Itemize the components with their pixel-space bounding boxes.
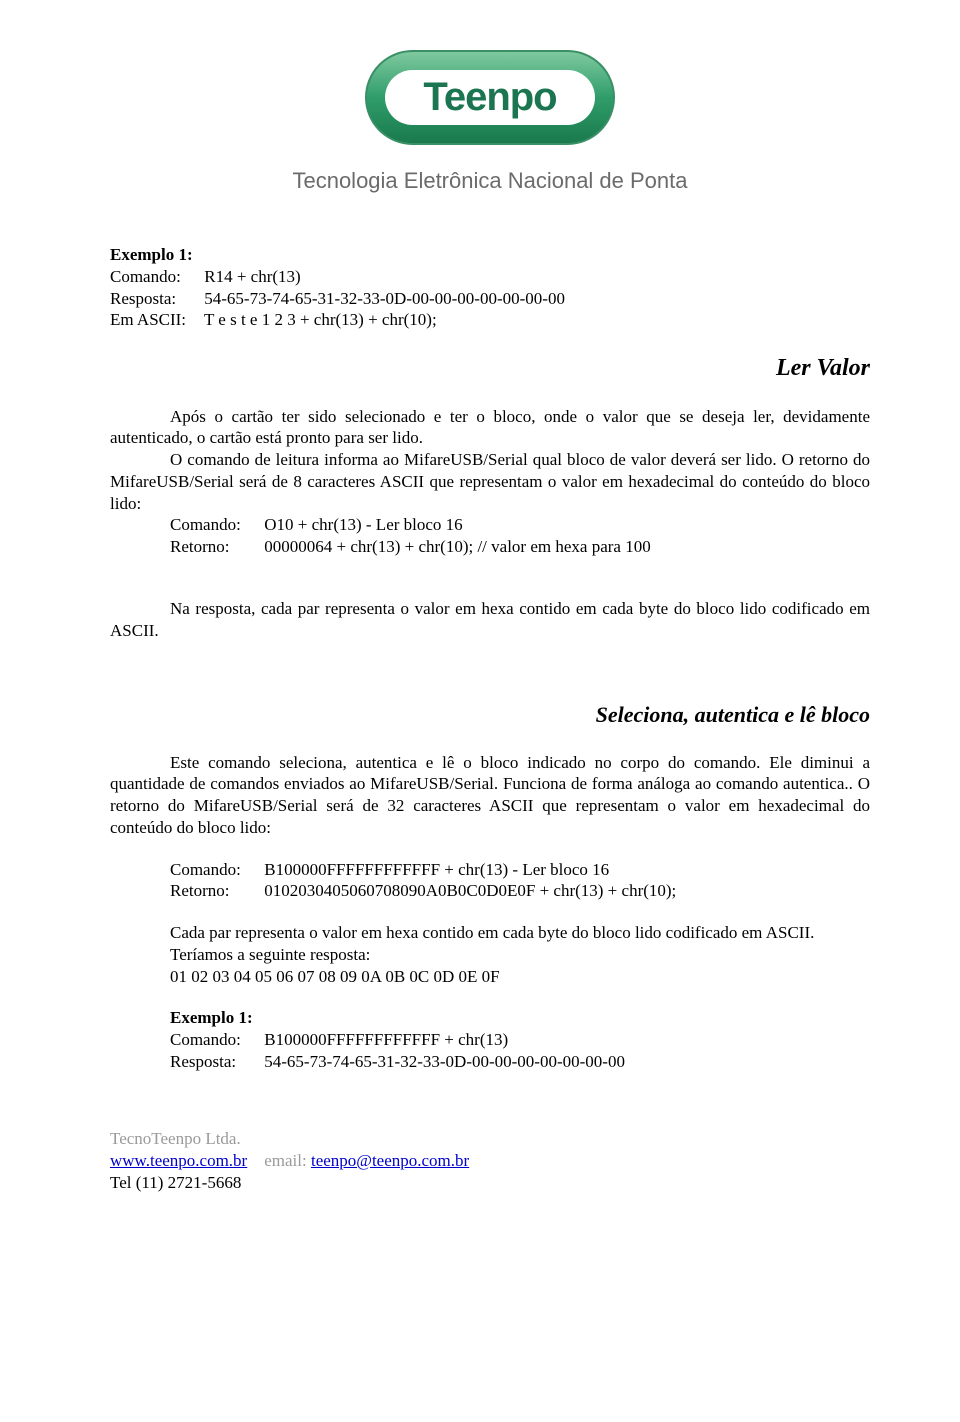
label-comando: Comando: [170,514,260,536]
tagline: Tecnologia Eletrônica Nacional de Ponta [110,168,870,194]
exemplo1-line3: Em ASCII: T e s t e 1 2 3 + chr(13) + ch… [110,309,870,331]
sec2-p1: Este comando seleciona, autentica e lê o… [110,752,870,839]
sec1-p2: O comando de leitura informa ao MifareUS… [110,449,870,514]
value-comando: O10 + chr(13) - Ler bloco 16 [264,515,462,534]
footer-email-label: email: [264,1151,306,1170]
sec1-p3: Na resposta, cada par representa o valor… [110,598,870,642]
sec2-p4: 01 02 03 04 05 06 07 08 09 0A 0B 0C 0D 0… [110,966,870,988]
value-comando: B100000FFFFFFFFFFFF + chr(13) [264,1030,508,1049]
value-retorno: 0102030405060708090A0B0C0D0E0F + chr(13)… [264,881,676,900]
sec2-p3: Teríamos a seguinte resposta: [110,944,870,966]
section-title-seleciona: Seleciona, autentica e lê bloco [110,701,870,729]
label-resposta: Resposta: [110,288,200,310]
sec2-cmd: Comando: B100000FFFFFFFFFFFF + chr(13) -… [110,859,870,881]
value-resposta: 54-65-73-74-65-31-32-33-0D-00-00-00-00-0… [204,289,565,308]
label-retorno: Retorno: [170,536,260,558]
footer-site-link[interactable]: www.teenpo.com.br [110,1151,247,1170]
footer-contact-line: www.teenpo.com.br email: teenpo@teenpo.c… [110,1150,870,1172]
value-retorno: 00000064 + chr(13) + chr(10); // valor e… [264,537,650,556]
sec2-ret: Retorno: 0102030405060708090A0B0C0D0E0F … [110,880,870,902]
value-ascii: T e s t e 1 2 3 + chr(13) + chr(10); [204,310,437,329]
document-header: Teenpo Tecnologia Eletrônica Nacional de… [110,50,870,194]
footer-email-link[interactable]: teenpo@teenpo.com.br [311,1151,469,1170]
value-comando: R14 + chr(13) [204,267,300,286]
footer-company: TecnoTeenpo Ltda. [110,1128,870,1150]
value-resposta: 54-65-73-74-65-31-32-33-0D-00-00-00-00-0… [264,1052,625,1071]
label-comando: Comando: [170,859,260,881]
label-resposta: Resposta: [170,1051,260,1073]
sec2-ex1-title: Exemplo 1: [110,1007,870,1029]
exemplo1-line2: Resposta: 54-65-73-74-65-31-32-33-0D-00-… [110,288,870,310]
document-body: Exemplo 1: Comando: R14 + chr(13) Respos… [110,244,870,1073]
logo-inner: Teenpo [385,70,595,125]
exemplo1-line1: Comando: R14 + chr(13) [110,266,870,288]
exemplo1-title: Exemplo 1: [110,244,870,266]
sec2-p2: Cada par representa o valor em hexa cont… [110,922,870,944]
footer-tel: Tel (11) 2721-5668 [110,1172,870,1194]
section-title-ler-valor: Ler Valor [110,353,870,384]
label-ascii: Em ASCII: [110,309,200,331]
value-comando: B100000FFFFFFFFFFFF + chr(13) - Ler bloc… [264,860,609,879]
sec2-ex1-res: Resposta: 54-65-73-74-65-31-32-33-0D-00-… [110,1051,870,1073]
label-comando: Comando: [110,266,200,288]
sec1-cmd: Comando: O10 + chr(13) - Ler bloco 16 [110,514,870,536]
sec2-ex1-cmd: Comando: B100000FFFFFFFFFFFF + chr(13) [110,1029,870,1051]
logo: Teenpo [365,50,615,145]
footer: TecnoTeenpo Ltda. www.teenpo.com.br emai… [110,1128,870,1194]
label-comando: Comando: [170,1029,260,1051]
sec1-ret: Retorno: 00000064 + chr(13) + chr(10); /… [110,536,870,558]
logo-text: Teenpo [423,75,556,120]
label-retorno: Retorno: [170,880,260,902]
sec1-p1: Após o cartão ter sido selecionado e ter… [110,406,870,450]
